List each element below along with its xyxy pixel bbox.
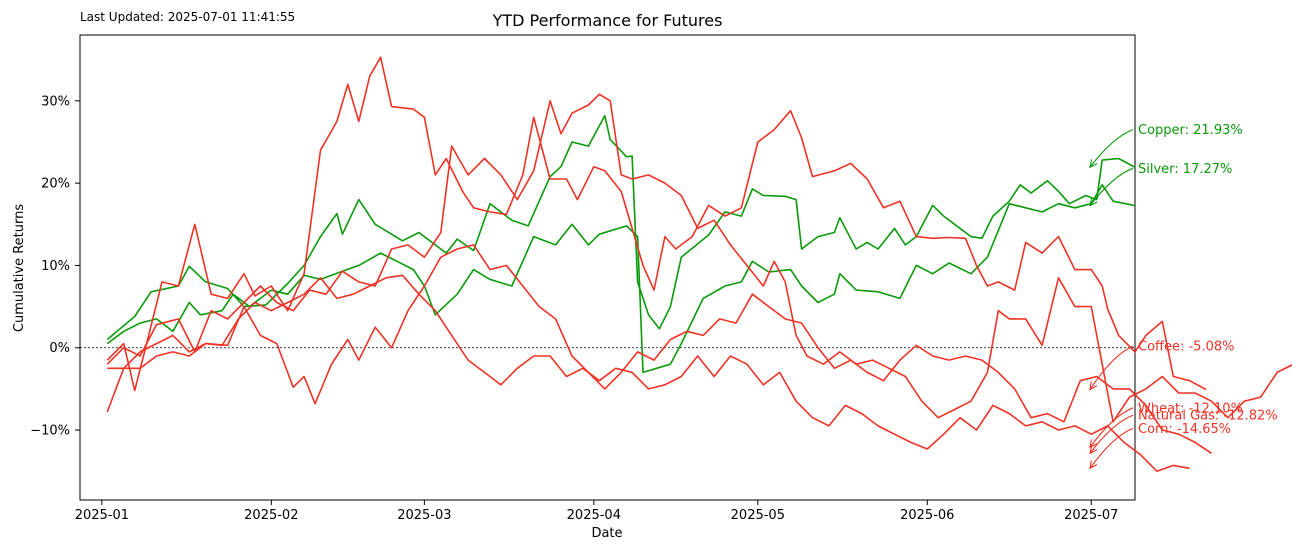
chart-title: YTD Performance for Futures (492, 11, 723, 30)
annotation-label-wheat: Wheat: -12.10% (1138, 401, 1243, 416)
annotation-arrowhead-corn (1089, 460, 1098, 470)
x-tick-label: 2025-04 (567, 508, 621, 523)
series-line-corn (107, 274, 1190, 473)
annotation-arrowhead-coffee (1089, 381, 1098, 391)
last-updated-label: Last Updated: 2025-07-01 11:41:55 (80, 10, 296, 24)
annotation-arrowhead-silver (1089, 197, 1098, 207)
y-tick-label: −10% (30, 424, 70, 439)
x-tick-label: 2025-01 (75, 508, 129, 523)
series-line-coffee (106, 56, 1207, 392)
y-tick-label: 30% (41, 94, 70, 109)
annotation-arrow-coffee (1089, 345, 1134, 390)
y-tick-label: 10% (41, 259, 70, 274)
annotation-label-corn: Corn: -14.65% (1138, 422, 1231, 437)
annotation-label-silver: Silver: 17.27% (1138, 162, 1232, 177)
x-tick-label: 2025-06 (900, 508, 954, 523)
annotation-arrow-wheat (1089, 407, 1134, 448)
y-tick-label: 0% (49, 341, 70, 356)
annotation-arrow-copper (1089, 129, 1134, 168)
plot-frame (79, 34, 1136, 501)
annotation-arrowhead-wheat (1089, 439, 1098, 449)
annotation-arrow-corn (1089, 427, 1134, 469)
annotation-label-natural-gas: Natural Gas: -12.82% (1138, 409, 1278, 424)
y-axis-label: Cumulative Returns (12, 204, 27, 332)
series-line-silver (106, 184, 1136, 374)
x-tick-label: 2025-02 (244, 508, 298, 523)
annotation-arrowhead-natural-gas (1089, 445, 1098, 455)
annotation-label-coffee: Coffee: -5.08% (1138, 340, 1234, 355)
series-line-wheat (106, 93, 1292, 423)
x-tick-label: 2025-03 (397, 508, 451, 523)
x-tick-label: 2025-07 (1064, 508, 1118, 523)
annotation-arrow-natural-gas (1089, 414, 1134, 454)
annotation-arrow-silver (1089, 167, 1134, 206)
annotation-arrowhead-copper (1089, 159, 1098, 169)
x-tick-label: 2025-05 (731, 508, 785, 523)
series-line-copper (106, 114, 1136, 341)
series-line-natural-gas (106, 244, 1212, 454)
annotation-label-copper: Copper: 21.93% (1138, 123, 1243, 138)
y-tick-label: 20% (41, 177, 70, 192)
x-axis-label: Date (591, 526, 622, 541)
